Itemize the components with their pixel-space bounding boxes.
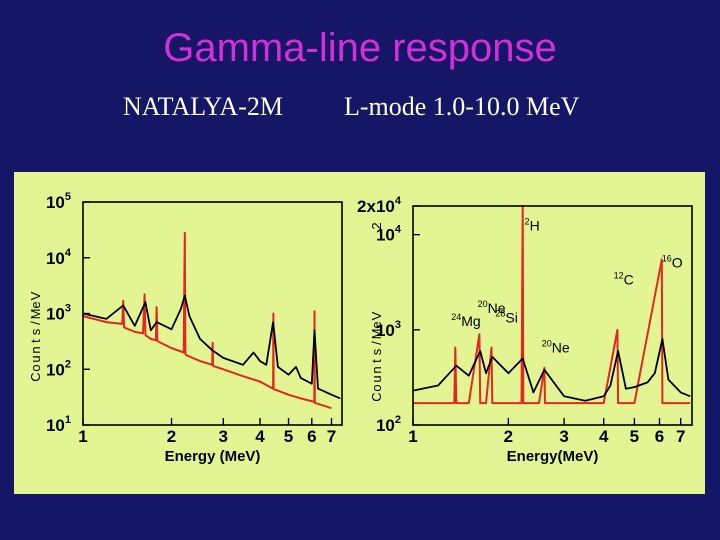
y-axis-label-char: M xyxy=(369,329,384,340)
y-axis-label-char: V xyxy=(369,311,384,320)
y-tick-label: 104 xyxy=(46,247,72,268)
y-tick-label: 102 xyxy=(46,358,71,379)
x-tick-label: 6 xyxy=(655,427,664,446)
y-axis-label-char: o xyxy=(369,384,384,391)
y-axis-label-char: t xyxy=(28,339,43,343)
x-axis-label: Energy (MeV) xyxy=(165,448,261,465)
chart-left: 1 2 3 4 5 6 7 101 102 103 104 105 Energy (MeV) Counts… xyxy=(28,191,343,465)
isotope-label: 12C xyxy=(614,270,634,287)
y-tick-label: 101 xyxy=(46,414,71,435)
x-tick-label: 2 xyxy=(504,427,513,446)
x-tick-label: 3 xyxy=(219,427,228,446)
x-tick-label: 5 xyxy=(284,427,293,446)
y-tick-label: 102 xyxy=(376,414,401,435)
y-tick-label: 105 xyxy=(46,191,71,212)
isotope-label: 2H xyxy=(525,217,540,234)
series-line-black xyxy=(82,294,341,400)
y-axis-label-char: n xyxy=(369,366,384,373)
y-axis-label-char: / xyxy=(369,341,384,345)
series-line-red xyxy=(413,205,691,405)
y-axis-label-char: u xyxy=(28,355,43,362)
isotope-label: 16O xyxy=(662,254,683,271)
plot-frame xyxy=(412,205,693,426)
y-axis-label-char: / xyxy=(28,321,43,325)
x-tick-label: 2 xyxy=(167,427,176,446)
series-line-red xyxy=(82,231,332,410)
y-tick-label: 104 xyxy=(376,224,402,245)
y-tick-label: 103 xyxy=(46,303,71,324)
y-axis-label-char: u xyxy=(369,375,384,382)
y-axis-label-char: n xyxy=(28,346,43,353)
y-axis-label-char: C xyxy=(369,392,384,401)
series-line-black xyxy=(412,338,691,402)
x-tick-label: 6 xyxy=(307,427,316,446)
y-axis-label-char: e xyxy=(369,321,384,328)
y-axis-label-top: 2 xyxy=(369,222,384,229)
y-axis-label-char: t xyxy=(369,359,384,363)
x-axis-label: Energy(MeV) xyxy=(507,448,599,465)
y-tick-label: 2x104 xyxy=(357,195,402,216)
y-axis-label-char: s xyxy=(28,328,43,335)
mode-subtitle: L-mode 1.0-10.0 MeV xyxy=(344,92,580,121)
x-tick-label: 1 xyxy=(78,427,87,446)
y-axis-label-char: s xyxy=(369,348,384,355)
x-tick-label: 7 xyxy=(327,427,336,446)
x-tick-label: 5 xyxy=(630,427,639,446)
isotope-label: 28Si xyxy=(495,308,517,325)
slide-title: Gamma-line response xyxy=(163,26,557,70)
x-tick-label: 1 xyxy=(408,427,417,446)
y-axis-label-char: V xyxy=(28,291,43,300)
y-axis-label-char: o xyxy=(28,364,43,371)
y-axis-label-char: C xyxy=(28,372,43,381)
isotope-label: 20Ne xyxy=(542,338,570,355)
x-tick-label: 3 xyxy=(559,427,568,446)
y-tick-label: 103 xyxy=(376,319,401,340)
isotope-label: 24Mg xyxy=(451,312,480,329)
isotope-label: 20Ne xyxy=(478,299,506,316)
x-tick-label: 7 xyxy=(676,427,685,446)
y-axis-label-char: M xyxy=(28,309,43,320)
detector-subtitle: NATALYA-2M xyxy=(123,92,283,121)
y-axis-label-char: e xyxy=(28,301,43,308)
x-tick-label: 4 xyxy=(255,427,265,446)
x-tick-label: 4 xyxy=(599,427,609,446)
